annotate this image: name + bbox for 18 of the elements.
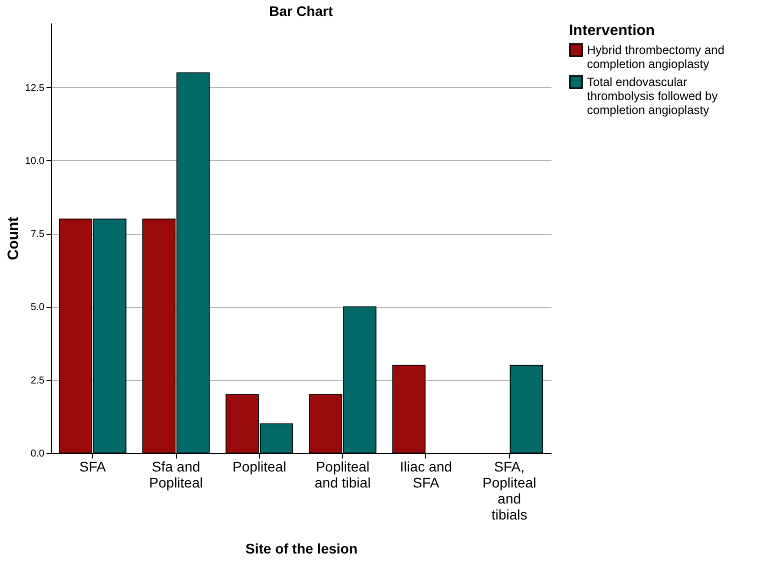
x-tick-label: Popliteal bbox=[232, 458, 286, 474]
x-tick-label: SFA, Popliteal and tibials bbox=[482, 458, 536, 522]
y-tick-label: 10.0 bbox=[25, 156, 45, 167]
legend-label: Total endovascular thrombolysis followed by completion angioplasty bbox=[587, 75, 718, 117]
x-tick-label: Popliteal and tibial bbox=[314, 458, 371, 490]
chart-title: Bar Chart bbox=[269, 3, 334, 19]
y-tick-label: 2.5 bbox=[30, 375, 45, 386]
x-tick-label: Sfa and Popliteal bbox=[149, 458, 203, 490]
x-tick-label: Iliac and SFA bbox=[400, 458, 452, 490]
x-axis-title: Site of the lesion bbox=[245, 540, 358, 556]
y-tick-label: 12.5 bbox=[25, 82, 45, 94]
y-tick-label: 0.0 bbox=[30, 448, 45, 460]
y-tick-label: 5.0 bbox=[30, 302, 45, 314]
y-tick-label: 7.5 bbox=[30, 229, 45, 240]
y-axis-title: Count bbox=[5, 216, 22, 260]
legend-title: Intervention bbox=[569, 22, 655, 39]
x-tick-label: SFA bbox=[79, 458, 107, 474]
legend-label: Hybrid thrombectomy and completion angioplasty bbox=[587, 43, 724, 71]
